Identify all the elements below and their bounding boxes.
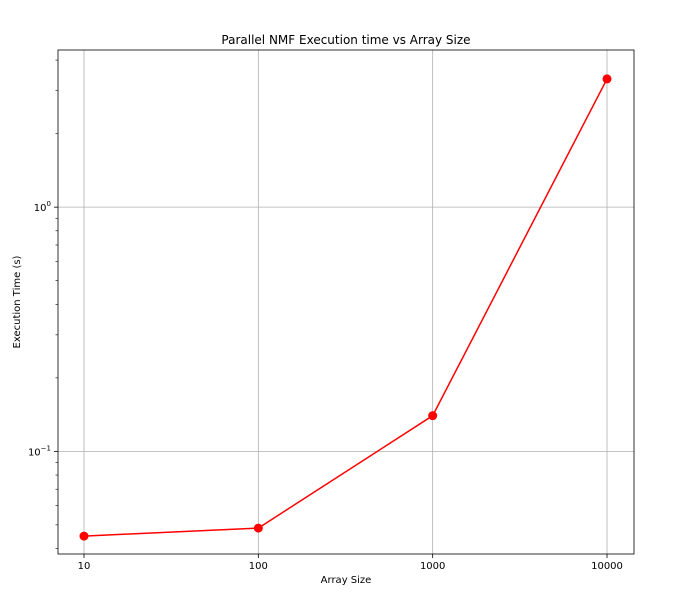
grid bbox=[58, 50, 634, 554]
axes: 10 100 1000 10000 10−1 100 bbox=[28, 49, 635, 572]
plot-frame bbox=[57, 49, 635, 555]
series-line bbox=[83, 78, 608, 537]
x-tick-label: 10000 bbox=[591, 561, 623, 572]
data-series bbox=[79, 74, 612, 541]
y-axis-label: Execution Time (s) bbox=[12, 255, 23, 348]
y-tick-label: 10−1 bbox=[28, 444, 51, 458]
x-tick-label: 10 bbox=[78, 561, 91, 572]
data-point bbox=[79, 531, 89, 541]
chart-title: Parallel NMF Execution time vs Array Siz… bbox=[221, 33, 470, 47]
plot-area bbox=[58, 50, 634, 554]
data-point bbox=[602, 74, 612, 84]
x-tick-label: 100 bbox=[249, 561, 268, 572]
x-tick-label: 1000 bbox=[420, 561, 445, 572]
x-axis-label: Array Size bbox=[321, 575, 372, 586]
y-tick-label: 100 bbox=[34, 200, 51, 214]
data-point bbox=[253, 523, 263, 533]
data-point bbox=[428, 411, 438, 421]
